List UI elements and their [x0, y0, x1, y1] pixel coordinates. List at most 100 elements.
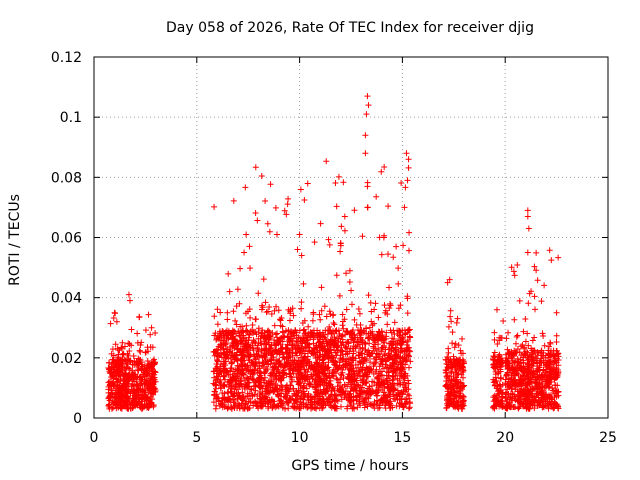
roti-point [404, 338, 411, 345]
roti-point [275, 307, 282, 314]
roti-point [540, 333, 547, 340]
roti-point [147, 393, 154, 400]
roti-point [339, 322, 346, 329]
roti-point [339, 311, 346, 318]
roti-point [495, 358, 502, 365]
roti-point [313, 380, 320, 387]
roti-point [262, 346, 269, 353]
roti-point [404, 372, 411, 379]
roti-point [387, 340, 394, 347]
roti-point [246, 243, 253, 250]
roti-point [296, 348, 303, 355]
roti-point [276, 397, 283, 404]
roti-point [516, 361, 523, 368]
roti-point [138, 377, 145, 384]
roti-point [383, 397, 390, 404]
roti-point [445, 349, 452, 356]
roti-point [393, 243, 400, 250]
roti-point [317, 381, 324, 388]
roti-point [363, 379, 370, 386]
roti-point [150, 381, 157, 388]
roti-point [327, 336, 334, 343]
roti-point [366, 324, 373, 331]
roti-point [245, 368, 252, 375]
roti-point [272, 385, 279, 392]
roti-point [295, 387, 302, 394]
roti-point [213, 402, 220, 409]
roti-point [403, 150, 410, 157]
roti-point [524, 330, 531, 337]
roti-point [322, 354, 329, 361]
roti-point [361, 339, 368, 346]
roti-point [273, 341, 280, 348]
roti-point [244, 375, 251, 382]
roti-point [324, 375, 331, 382]
roti-point [134, 339, 141, 346]
roti-point [119, 367, 126, 374]
roti-point [257, 377, 264, 384]
roti-point [351, 332, 358, 339]
roti-point [398, 179, 405, 186]
roti-point [124, 378, 131, 385]
roti-point [218, 401, 225, 408]
roti-point [445, 390, 452, 397]
roti-point [343, 348, 350, 355]
roti-point [528, 345, 535, 352]
roti-point [548, 257, 555, 264]
roti-point [400, 242, 407, 249]
roti-point [350, 377, 357, 384]
x-axis-label: GPS time / hours [291, 458, 408, 474]
roti-point [553, 339, 560, 346]
roti-point [248, 386, 255, 393]
roti-point [151, 356, 158, 363]
roti-point [499, 397, 506, 404]
roti-point [230, 396, 237, 403]
roti-point [264, 328, 271, 335]
roti-point [504, 386, 511, 393]
roti-point [494, 382, 501, 389]
roti-point [267, 372, 274, 379]
roti-point [318, 390, 325, 397]
roti-point [233, 351, 240, 358]
roti-point [496, 334, 503, 341]
roti-point [336, 292, 343, 299]
roti-point [381, 163, 388, 170]
roti-point [326, 402, 333, 409]
roti-point [445, 356, 452, 363]
roti-point [131, 382, 138, 389]
roti-point [537, 399, 544, 406]
roti-point [317, 343, 324, 350]
roti-point [246, 332, 253, 339]
roti-point [524, 354, 531, 361]
roti-point [126, 401, 133, 408]
roti-point [230, 308, 237, 315]
roti-point [371, 360, 378, 367]
roti-point [291, 403, 298, 410]
roti-point [112, 341, 119, 348]
roti-point [322, 348, 329, 355]
roti-point [380, 234, 387, 241]
roti-point [222, 376, 229, 383]
roti-point [405, 164, 412, 171]
roti-point [554, 402, 561, 409]
roti-point [510, 378, 517, 385]
roti-point [111, 309, 118, 316]
roti-point [305, 390, 312, 397]
roti-point [347, 367, 354, 374]
roti-point [349, 354, 356, 361]
roti-point [333, 272, 340, 279]
roti-point [519, 372, 526, 379]
roti-point [315, 363, 322, 370]
roti-point [395, 328, 402, 335]
roti-point [397, 390, 404, 397]
roti-point [326, 341, 333, 348]
roti-point [255, 325, 262, 332]
roti-point [110, 314, 117, 321]
roti-point [515, 392, 522, 399]
roti-point [381, 302, 388, 309]
roti-point [531, 405, 538, 412]
roti-point [333, 203, 340, 210]
roti-point [148, 387, 155, 394]
roti-point [221, 390, 228, 397]
roti-point [387, 393, 394, 400]
